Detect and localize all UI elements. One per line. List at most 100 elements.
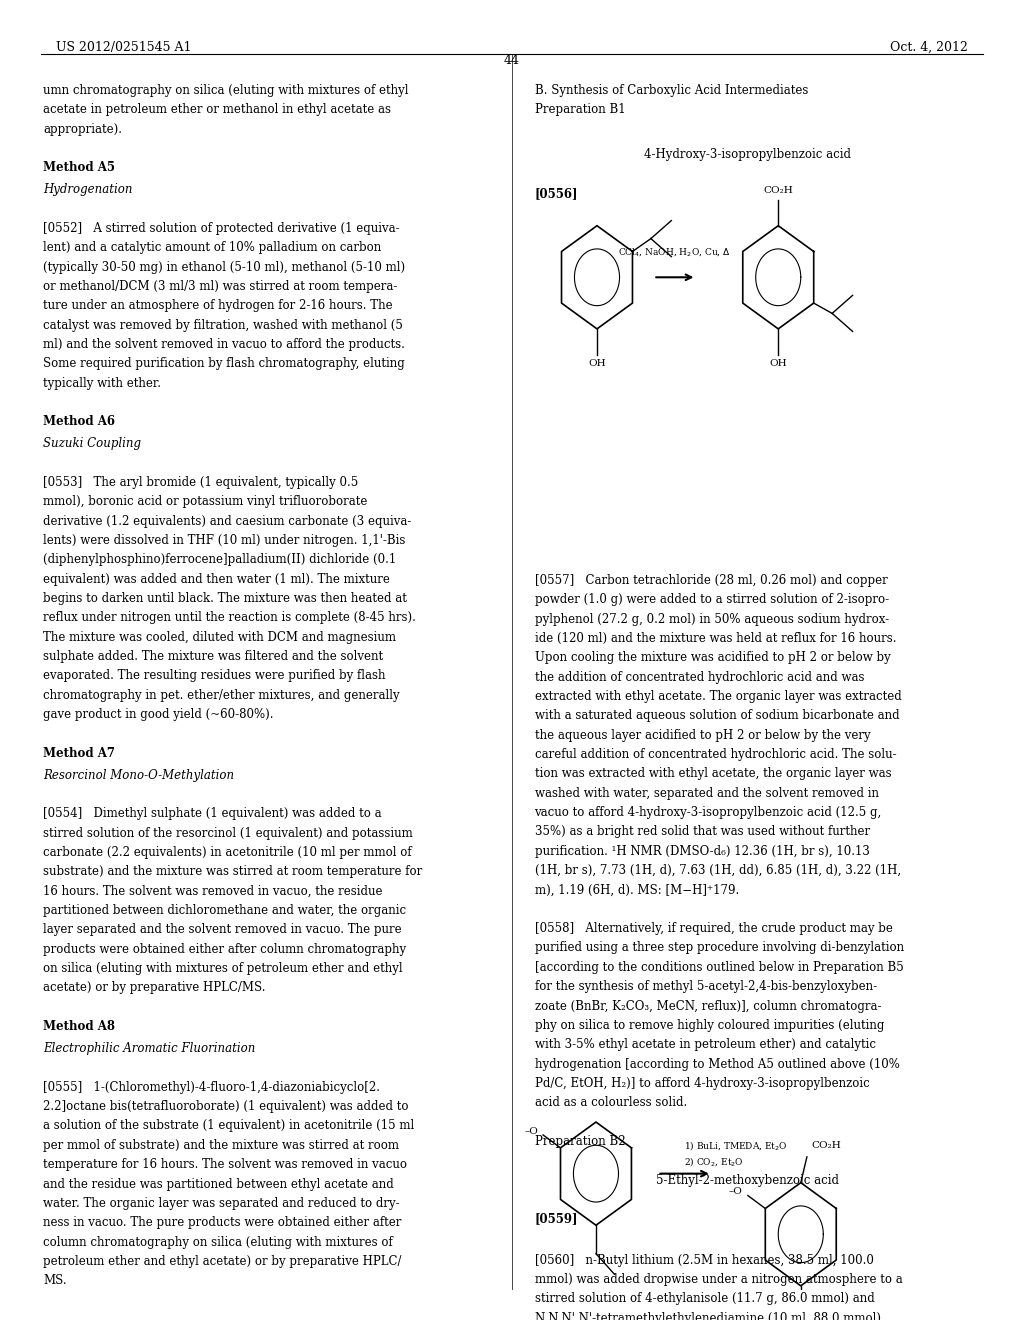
Text: with 3-5% ethyl acetate in petroleum ether) and catalytic: with 3-5% ethyl acetate in petroleum eth… <box>535 1039 876 1051</box>
Text: Suzuki Coupling: Suzuki Coupling <box>43 437 141 450</box>
Text: mmol), boronic acid or potassium vinyl trifluoroborate: mmol), boronic acid or potassium vinyl t… <box>43 495 368 508</box>
Text: (diphenylphosphino)ferrocene]palladium(II) dichloride (0.1: (diphenylphosphino)ferrocene]palladium(I… <box>43 553 396 566</box>
Text: stirred solution of the resorcinol (1 equivalent) and potassium: stirred solution of the resorcinol (1 eq… <box>43 826 413 840</box>
Text: and the residue was partitioned between ethyl acetate and: and the residue was partitioned between … <box>43 1177 394 1191</box>
Text: the aqueous layer acidified to pH 2 or below by the very: the aqueous layer acidified to pH 2 or b… <box>535 729 870 742</box>
Text: [0555]   1-(Chloromethyl)-4-fluoro-1,4-diazoniabicyclo[2.: [0555] 1-(Chloromethyl)-4-fluoro-1,4-dia… <box>43 1081 380 1094</box>
Text: temperature for 16 hours. The solvent was removed in vacuo: temperature for 16 hours. The solvent wa… <box>43 1158 407 1171</box>
Text: acetate in petroleum ether or methanol in ethyl acetate as: acetate in petroleum ether or methanol i… <box>43 103 391 116</box>
Text: evaporated. The resulting residues were purified by flash: evaporated. The resulting residues were … <box>43 669 385 682</box>
Text: [0552]   A stirred solution of protected derivative (1 equiva-: [0552] A stirred solution of protected d… <box>43 222 399 235</box>
Text: stirred solution of 4-ethylanisole (11.7 g, 86.0 mmol) and: stirred solution of 4-ethylanisole (11.7… <box>535 1292 874 1305</box>
Text: gave product in good yield (~60-80%).: gave product in good yield (~60-80%). <box>43 708 273 721</box>
Text: ness in vacuo. The pure products were obtained either after: ness in vacuo. The pure products were ob… <box>43 1216 401 1229</box>
Text: products were obtained either after column chromatography: products were obtained either after colu… <box>43 942 407 956</box>
Text: Method A7: Method A7 <box>43 747 115 760</box>
Text: acid as a colourless solid.: acid as a colourless solid. <box>535 1097 687 1109</box>
Text: ture under an atmosphere of hydrogen for 2-16 hours. The: ture under an atmosphere of hydrogen for… <box>43 300 392 313</box>
Text: the addition of concentrated hydrochloric acid and was: the addition of concentrated hydrochlori… <box>535 671 864 684</box>
Text: US 2012/0251545 A1: US 2012/0251545 A1 <box>56 41 191 54</box>
Text: ide (120 ml) and the mixture was held at reflux for 16 hours.: ide (120 ml) and the mixture was held at… <box>535 632 896 645</box>
Text: derivative (1.2 equivalents) and caesium carbonate (3 equiva-: derivative (1.2 equivalents) and caesium… <box>43 515 412 528</box>
Text: –O: –O <box>524 1126 538 1135</box>
Text: column chromatography on silica (eluting with mixtures of: column chromatography on silica (eluting… <box>43 1236 393 1249</box>
Text: Upon cooling the mixture was acidified to pH 2 or below by: Upon cooling the mixture was acidified t… <box>535 651 890 664</box>
Text: Preparation B1: Preparation B1 <box>535 103 626 116</box>
Text: on silica (eluting with mixtures of petroleum ether and ethyl: on silica (eluting with mixtures of petr… <box>43 962 402 975</box>
Text: –O: –O <box>729 1187 742 1196</box>
Text: for the synthesis of methyl 5-acetyl-2,4-bis-benzyloxyben-: for the synthesis of methyl 5-acetyl-2,4… <box>535 981 877 993</box>
Text: [0553]   The aryl bromide (1 equivalent, typically 0.5: [0553] The aryl bromide (1 equivalent, t… <box>43 477 358 488</box>
Text: 4-Hydroxy-3-isopropylbenzoic acid: 4-Hydroxy-3-isopropylbenzoic acid <box>644 148 851 161</box>
Text: CO₂H: CO₂H <box>763 186 794 195</box>
Text: Method A8: Method A8 <box>43 1020 115 1034</box>
Text: lents) were dissolved in THF (10 ml) under nitrogen. 1,1'-Bis: lents) were dissolved in THF (10 ml) und… <box>43 535 406 546</box>
Text: tion was extracted with ethyl acetate, the organic layer was: tion was extracted with ethyl acetate, t… <box>535 767 891 780</box>
Text: Pd/C, EtOH, H₂)] to afford 4-hydroxy-3-isopropylbenzoic: Pd/C, EtOH, H₂)] to afford 4-hydroxy-3-i… <box>535 1077 869 1090</box>
Text: 16 hours. The solvent was removed in vacuo, the residue: 16 hours. The solvent was removed in vac… <box>43 884 383 898</box>
Text: or methanol/DCM (3 ml/3 ml) was stirred at room tempera-: or methanol/DCM (3 ml/3 ml) was stirred … <box>43 280 397 293</box>
Text: MS.: MS. <box>43 1274 67 1287</box>
Text: substrate) and the mixture was stirred at room temperature for: substrate) and the mixture was stirred a… <box>43 866 422 878</box>
Text: [0556]: [0556] <box>535 187 578 201</box>
Text: (1H, br s), 7.73 (1H, d), 7.63 (1H, dd), 6.85 (1H, d), 3.22 (1H,: (1H, br s), 7.73 (1H, d), 7.63 (1H, dd),… <box>535 865 901 876</box>
Text: CCl$_4$, NaOH, H$_2$O, Cu, $\Delta$: CCl$_4$, NaOH, H$_2$O, Cu, $\Delta$ <box>618 246 731 257</box>
Text: appropriate).: appropriate). <box>43 123 122 136</box>
Text: typically with ether.: typically with ether. <box>43 376 161 389</box>
Text: Electrophilic Aromatic Fluorination: Electrophilic Aromatic Fluorination <box>43 1041 255 1055</box>
Text: hydrogenation [according to Method A5 outlined above (10%: hydrogenation [according to Method A5 ou… <box>535 1057 899 1071</box>
Text: per mmol of substrate) and the mixture was stirred at room: per mmol of substrate) and the mixture w… <box>43 1139 399 1152</box>
Text: washed with water, separated and the solvent removed in: washed with water, separated and the sol… <box>535 787 879 800</box>
Text: Resorcinol Mono-O-Methylation: Resorcinol Mono-O-Methylation <box>43 768 234 781</box>
Text: m), 1.19 (6H, d). MS: [M−H]⁺179.: m), 1.19 (6H, d). MS: [M−H]⁺179. <box>535 883 738 896</box>
Text: powder (1.0 g) were added to a stirred solution of 2-isopro-: powder (1.0 g) were added to a stirred s… <box>535 593 889 606</box>
Text: CO₂H: CO₂H <box>811 1142 841 1151</box>
Text: pylphenol (27.2 g, 0.2 mol) in 50% aqueous sodium hydrox-: pylphenol (27.2 g, 0.2 mol) in 50% aqueo… <box>535 612 889 626</box>
Text: catalyst was removed by filtration, washed with methanol (5: catalyst was removed by filtration, wash… <box>43 318 402 331</box>
Text: Method A6: Method A6 <box>43 416 115 428</box>
Text: Hydrogenation: Hydrogenation <box>43 183 132 197</box>
Text: careful addition of concentrated hydrochloric acid. The solu-: careful addition of concentrated hydroch… <box>535 748 896 762</box>
Text: [0557]   Carbon tetrachloride (28 ml, 0.26 mol) and copper: [0557] Carbon tetrachloride (28 ml, 0.26… <box>535 574 887 587</box>
Text: carbonate (2.2 equivalents) in acetonitrile (10 ml per mmol of: carbonate (2.2 equivalents) in acetonitr… <box>43 846 412 859</box>
Text: B. Synthesis of Carboxylic Acid Intermediates: B. Synthesis of Carboxylic Acid Intermed… <box>535 84 808 96</box>
Text: 2.2]octane bis(tetrafluoroborate) (1 equivalent) was added to: 2.2]octane bis(tetrafluoroborate) (1 equ… <box>43 1100 409 1113</box>
Text: OH: OH <box>588 359 606 367</box>
Text: [0559]: [0559] <box>535 1212 578 1225</box>
Text: vacuo to afford 4-hydroxy-3-isopropylbenzoic acid (12.5 g,: vacuo to afford 4-hydroxy-3-isopropylben… <box>535 807 882 820</box>
Text: Some required purification by flash chromatography, eluting: Some required purification by flash chro… <box>43 358 404 370</box>
Text: [0560]   n-Butyl lithium (2.5M in hexanes, 38.5 ml, 100.0: [0560] n-Butyl lithium (2.5M in hexanes,… <box>535 1254 873 1267</box>
Text: lent) and a catalytic amount of 10% palladium on carbon: lent) and a catalytic amount of 10% pall… <box>43 242 381 255</box>
Text: extracted with ethyl acetate. The organic layer was extracted: extracted with ethyl acetate. The organi… <box>535 690 901 704</box>
Text: Method A5: Method A5 <box>43 161 115 174</box>
Text: zoate (BnBr, K₂CO₃, MeCN, reflux)], column chromatogra-: zoate (BnBr, K₂CO₃, MeCN, reflux)], colu… <box>535 999 881 1012</box>
Text: umn chromatography on silica (eluting with mixtures of ethyl: umn chromatography on silica (eluting wi… <box>43 84 409 96</box>
Text: purification. ¹H NMR (DMSO-d₆) 12.36 (1H, br s), 10.13: purification. ¹H NMR (DMSO-d₆) 12.36 (1H… <box>535 845 869 858</box>
Text: OH: OH <box>769 359 787 367</box>
Text: [0558]   Alternatively, if required, the crude product may be: [0558] Alternatively, if required, the c… <box>535 923 892 935</box>
Text: N,N,N',N'-tetramethylethylenediamine (10 ml, 88.0 mmol): N,N,N',N'-tetramethylethylenediamine (10… <box>535 1312 881 1320</box>
Text: acetate) or by preparative HPLC/MS.: acetate) or by preparative HPLC/MS. <box>43 982 265 994</box>
Text: The mixture was cooled, diluted with DCM and magnesium: The mixture was cooled, diluted with DCM… <box>43 631 396 644</box>
Text: with a saturated aqueous solution of sodium bicarbonate and: with a saturated aqueous solution of sod… <box>535 709 899 722</box>
Text: sulphate added. The mixture was filtered and the solvent: sulphate added. The mixture was filtered… <box>43 649 383 663</box>
Text: [according to the conditions outlined below in Preparation B5: [according to the conditions outlined be… <box>535 961 903 974</box>
Text: phy on silica to remove highly coloured impurities (eluting: phy on silica to remove highly coloured … <box>535 1019 884 1032</box>
Text: layer separated and the solvent removed in vacuo. The pure: layer separated and the solvent removed … <box>43 924 401 936</box>
Text: 2) CO$_2$, Et$_2$O: 2) CO$_2$, Et$_2$O <box>684 1155 743 1168</box>
Text: 44: 44 <box>504 54 520 67</box>
Text: equivalent) was added and then water (1 ml). The mixture: equivalent) was added and then water (1 … <box>43 573 390 586</box>
Text: partitioned between dichloromethane and water, the organic: partitioned between dichloromethane and … <box>43 904 407 917</box>
Text: a solution of the substrate (1 equivalent) in acetonitrile (15 ml: a solution of the substrate (1 equivalen… <box>43 1119 415 1133</box>
Text: ml) and the solvent removed in vacuo to afford the products.: ml) and the solvent removed in vacuo to … <box>43 338 404 351</box>
Text: purified using a three step procedure involving di-benzylation: purified using a three step procedure in… <box>535 941 903 954</box>
Text: 35%) as a bright red solid that was used without further: 35%) as a bright red solid that was used… <box>535 825 869 838</box>
Text: reflux under nitrogen until the reaction is complete (8-45 hrs).: reflux under nitrogen until the reaction… <box>43 611 416 624</box>
Text: (typically 30-50 mg) in ethanol (5-10 ml), methanol (5-10 ml): (typically 30-50 mg) in ethanol (5-10 ml… <box>43 260 406 273</box>
Text: petroleum ether and ethyl acetate) or by preparative HPLC/: petroleum ether and ethyl acetate) or by… <box>43 1255 401 1269</box>
Text: 5-Ethyl-2-methoxybenzoic acid: 5-Ethyl-2-methoxybenzoic acid <box>656 1173 839 1187</box>
Text: [0554]   Dimethyl sulphate (1 equivalent) was added to a: [0554] Dimethyl sulphate (1 equivalent) … <box>43 808 382 820</box>
Text: chromatography in pet. ether/ether mixtures, and generally: chromatography in pet. ether/ether mixtu… <box>43 689 399 702</box>
Text: 1) BuLi, TMEDA, Et$_2$O: 1) BuLi, TMEDA, Et$_2$O <box>684 1139 787 1152</box>
Text: Preparation B2: Preparation B2 <box>535 1135 626 1148</box>
